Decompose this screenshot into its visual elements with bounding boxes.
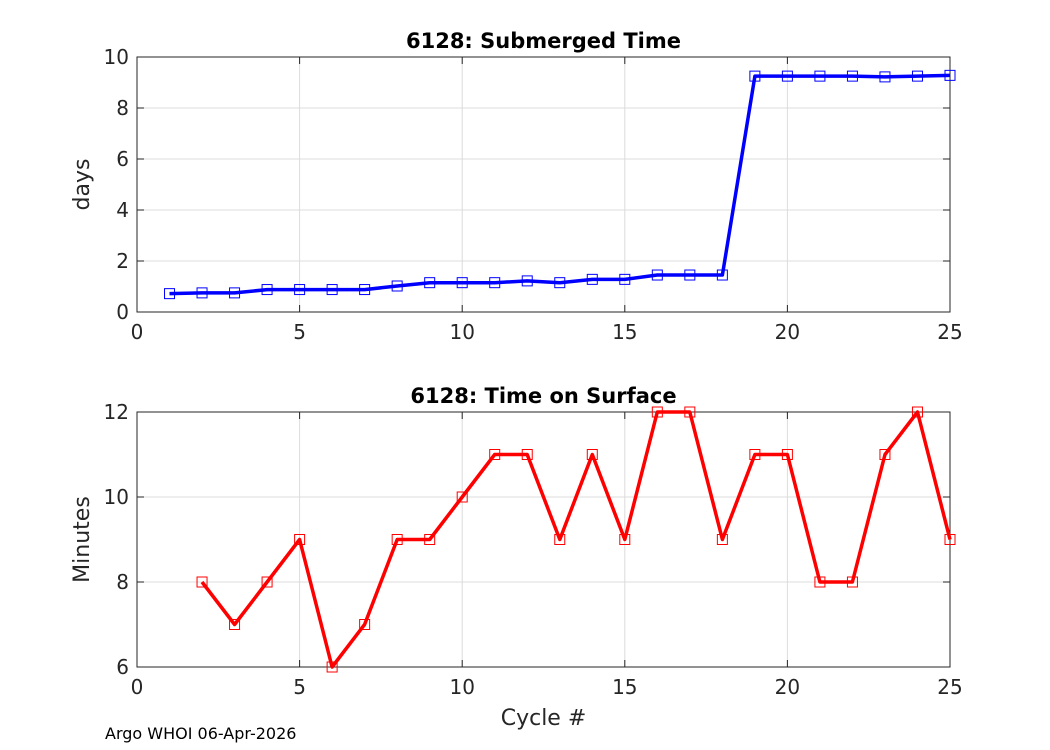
data-point	[391, 534, 403, 545]
data-point	[294, 284, 306, 296]
data-point	[229, 619, 241, 630]
data-point	[814, 70, 826, 82]
data-point	[781, 70, 793, 82]
x-axis-label: Cycle #	[501, 706, 587, 731]
data-point	[456, 491, 468, 503]
x-tick-label: 0	[131, 320, 144, 344]
data-point	[196, 576, 208, 588]
data-point	[554, 277, 566, 289]
data-point	[359, 284, 371, 296]
data-point	[944, 69, 956, 81]
data-point	[619, 273, 631, 285]
data-point	[879, 449, 891, 460]
x-tick-label: 5	[293, 675, 306, 699]
surface-time-plot: 0 5 10 15 20 25 6 8 10 12 6128: Time on Surface Min…	[70, 384, 963, 731]
data-point	[749, 70, 761, 82]
data-point	[554, 534, 566, 545]
data-point	[716, 534, 728, 545]
data-point	[651, 269, 663, 281]
x-tick-label: 15	[612, 675, 637, 699]
y-axis-label: days	[70, 159, 95, 211]
x-tick-label: 20	[775, 320, 800, 344]
data-point	[391, 280, 403, 292]
data-point	[749, 449, 761, 460]
x-tick-label: 10	[449, 675, 474, 699]
chart-title: 6128: Time on Surface	[410, 384, 676, 408]
data-point	[586, 449, 598, 460]
data-point	[294, 534, 306, 545]
data-point	[326, 284, 338, 296]
data-point	[326, 661, 338, 673]
series-line	[169, 73, 951, 296]
y-axis-label: Minutes	[70, 496, 95, 583]
plot-area	[137, 57, 950, 312]
data-point	[229, 287, 241, 299]
plot-area	[137, 412, 950, 667]
chart-title: 6128: Submerged Time	[406, 29, 681, 53]
y-tick-label: 8	[116, 96, 129, 120]
data-point	[879, 71, 891, 83]
y-tick-label: 6	[116, 655, 129, 679]
data-point	[684, 269, 696, 281]
data-point	[424, 534, 436, 545]
data-point	[424, 277, 436, 289]
x-tick-label: 5	[293, 320, 306, 344]
x-tick-label: 0	[131, 675, 144, 699]
data-point	[911, 406, 923, 418]
x-tick-label: 15	[612, 320, 637, 344]
data-point	[651, 406, 663, 418]
x-tick-label: 10	[449, 320, 474, 344]
data-point	[586, 273, 598, 285]
data-point	[944, 534, 956, 545]
data-point	[911, 70, 923, 82]
data-point	[261, 576, 273, 588]
x-tick-label: 25	[937, 320, 962, 344]
y-tick-label: 10	[104, 45, 129, 69]
data-point	[781, 449, 793, 460]
y-tick-label: 2	[116, 249, 129, 273]
axes-box	[136, 56, 951, 313]
x-tick-label: 20	[775, 675, 800, 699]
submerged-time-plot: 0 5 10 15 20 25 0 2 4 6 8 10 6128: Submerged Time day…	[70, 29, 963, 344]
data-point	[521, 275, 533, 287]
y-tick-label: 10	[104, 485, 129, 509]
footer-credit: Argo WHOI 06-Apr-2026	[105, 724, 297, 743]
y-tick-label: 6	[116, 147, 129, 171]
data-point	[619, 534, 631, 545]
y-tick-label: 8	[116, 570, 129, 594]
data-point	[261, 284, 273, 296]
y-tick-label: 0	[116, 300, 129, 324]
data-point	[846, 576, 858, 588]
data-point	[489, 277, 501, 289]
x-tick-label: 25	[937, 675, 962, 699]
data-point	[164, 288, 176, 300]
data-point	[456, 277, 468, 289]
data-point	[716, 269, 728, 281]
data-point	[684, 406, 696, 418]
data-point	[521, 449, 533, 460]
data-point	[489, 449, 501, 460]
data-point	[814, 576, 826, 588]
y-tick-label: 12	[104, 400, 129, 424]
data-point	[846, 70, 858, 82]
data-point	[359, 619, 371, 630]
data-point	[196, 287, 208, 299]
y-tick-label: 4	[116, 198, 129, 222]
